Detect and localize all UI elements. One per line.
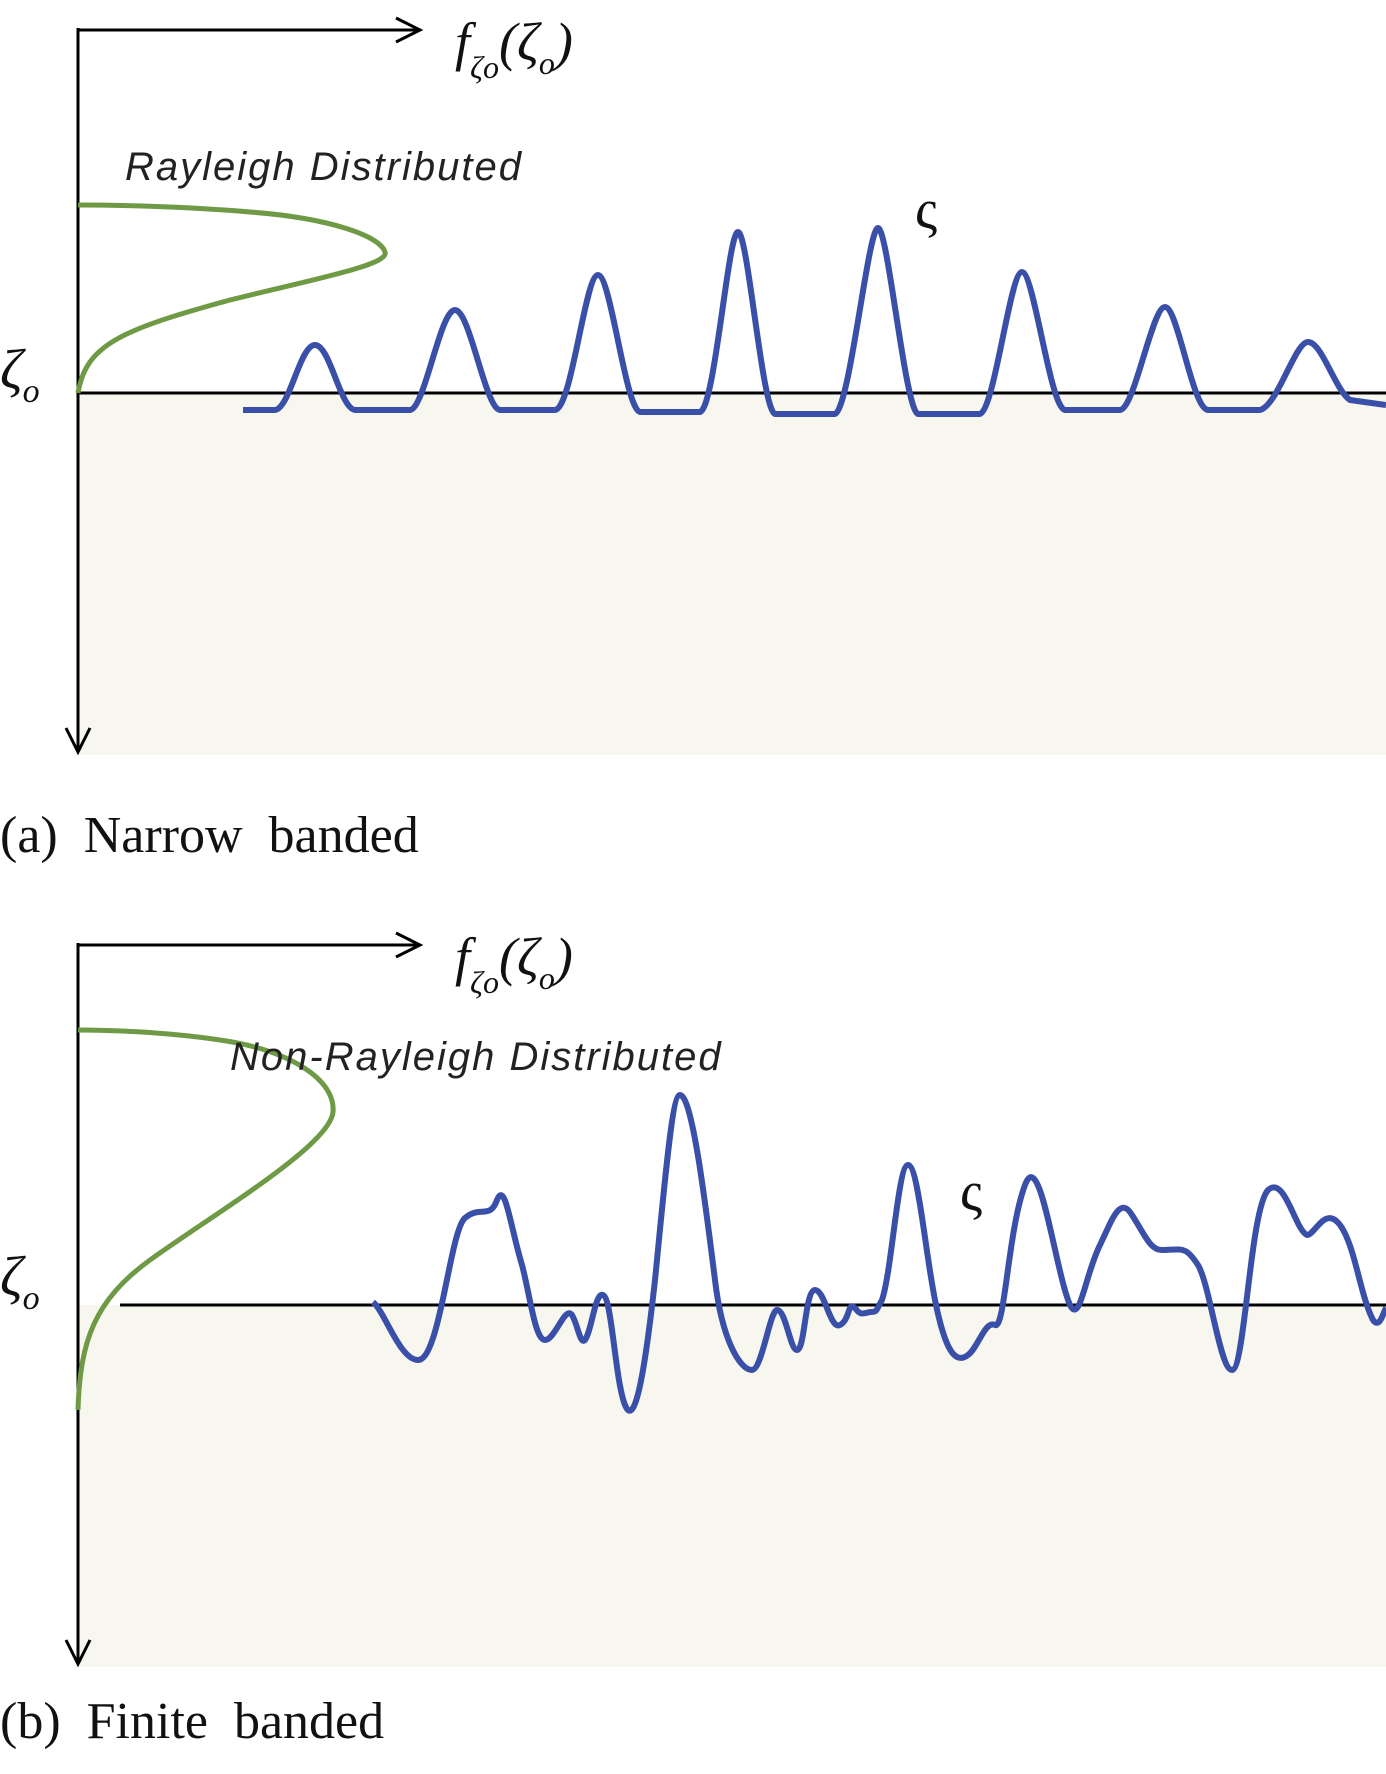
horizontal-axis-arrowhead bbox=[395, 931, 424, 959]
narrow-banded-diagram: fζo(ζo) Rayleigh Distributed ς ζo bbox=[0, 12, 1386, 756]
distribution-label: Rayleigh Distributed bbox=[125, 145, 523, 189]
density-axis-label: fζo(ζo) bbox=[455, 12, 573, 85]
shaded-region bbox=[78, 1305, 1386, 1667]
panel-finite-banded: fζo(ζo) Non-Rayleigh Distributed ς ζo (b… bbox=[0, 900, 1386, 1774]
distribution-label: Non-Rayleigh Distributed bbox=[230, 1035, 723, 1079]
caption-a: (a) Narrow banded bbox=[0, 807, 419, 864]
panel-narrow-banded: fζo(ζo) Rayleigh Distributed ς ζo (a) Na… bbox=[0, 12, 1386, 864]
density-axis-label: fζo(ζo) bbox=[455, 927, 573, 1000]
horizontal-axis-arrowhead bbox=[395, 16, 424, 44]
narrow-banded-wave bbox=[243, 225, 1386, 417]
wave-label: ς bbox=[915, 179, 937, 241]
non-rayleigh-curve bbox=[75, 1027, 336, 1411]
finite-banded-diagram: fζo(ζo) Non-Rayleigh Distributed ς ζo bbox=[0, 927, 1386, 1668]
vertical-axis-arrowhead bbox=[64, 1639, 92, 1668]
vertical-axis-arrowhead bbox=[64, 727, 92, 756]
wave-label: ς bbox=[960, 1161, 982, 1223]
shaded-region bbox=[78, 393, 1386, 755]
rayleigh-curve bbox=[75, 202, 388, 394]
amplitude-label: ζo bbox=[0, 1246, 40, 1317]
finite-banded-wave bbox=[370, 1092, 1386, 1414]
amplitude-label: ζo bbox=[0, 339, 40, 410]
caption-b: (b) Finite banded bbox=[0, 1693, 385, 1750]
